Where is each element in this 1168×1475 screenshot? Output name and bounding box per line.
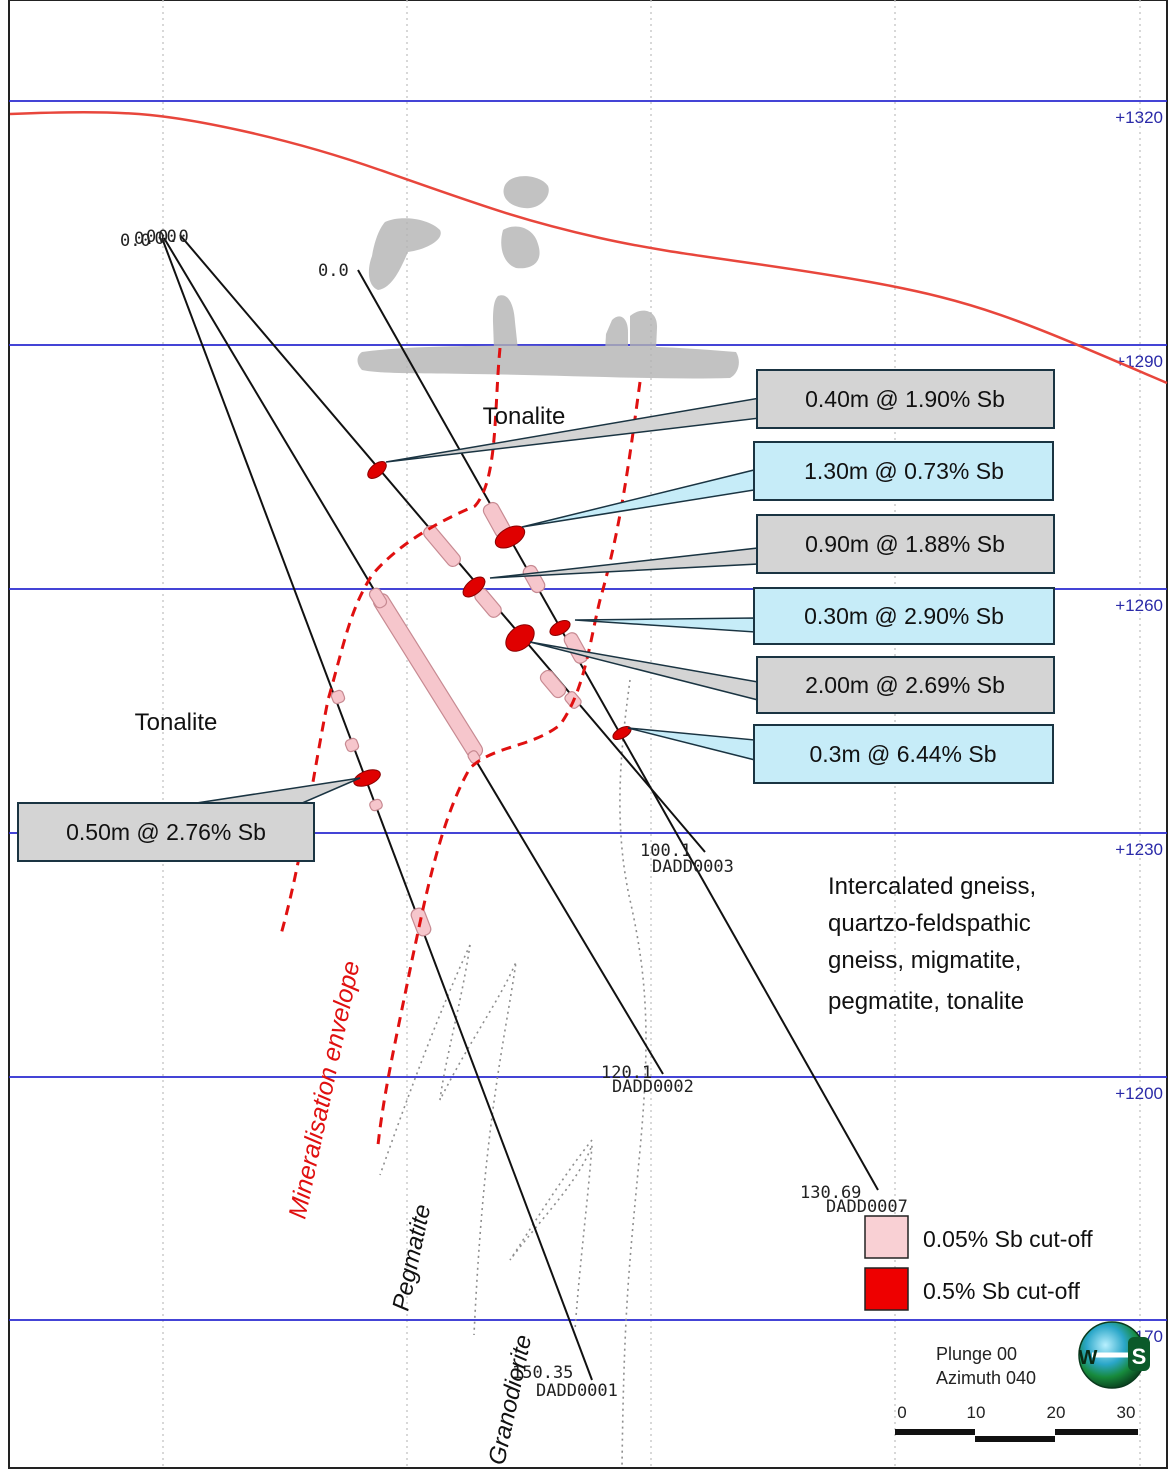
collar-cluster-label: 0.0: [134, 229, 165, 249]
region-label-tonalite-upper: Tonalite: [483, 403, 566, 430]
svg-text:0: 0: [897, 1403, 906, 1422]
callout-box: 2.00m @ 2.69% Sb: [756, 656, 1055, 714]
intercept-label: 0.50m @ 2.76% Sb: [66, 819, 266, 845]
elevation-label: +1230: [1115, 840, 1163, 859]
legend-swatch-high-grade: [864, 1267, 909, 1311]
hole-depth-label: 130.69: [800, 1183, 861, 1203]
hole-depth-label: 120.1: [601, 1063, 652, 1083]
hole-id-label: DADD0002: [612, 1077, 694, 1097]
compass-right-letter: S: [1132, 1344, 1147, 1369]
svg-text:30: 30: [1117, 1403, 1136, 1422]
svg-text:20: 20: [1047, 1403, 1066, 1422]
plunge-label: Plunge 00: [936, 1344, 1017, 1364]
hole-id-label: DADD0001: [536, 1381, 618, 1401]
callout-leaders: [189, 397, 761, 805]
legend-label: 0.05% Sb cut-off: [923, 1226, 1093, 1252]
elevation-label: +1320: [1115, 108, 1163, 127]
collar-cluster-label: 0.0: [120, 231, 151, 251]
svg-text:gneiss, migmatite,: gneiss, migmatite,: [828, 947, 1021, 974]
region-label-tonalite-left: Tonalite: [135, 709, 218, 736]
svg-text:Intercalated gneiss,: Intercalated gneiss,: [828, 873, 1036, 900]
elevation-label: +1260: [1115, 596, 1163, 615]
elevation-label: +1290: [1115, 352, 1163, 371]
hole-id-label: DADD0003: [652, 857, 734, 877]
callout-box: 0.3m @ 6.44% Sb: [753, 724, 1054, 784]
hole-depth-label: 150.35: [512, 1363, 573, 1383]
callout-box: 0.50m @ 2.76% Sb: [17, 802, 315, 862]
collar-cluster-label: 0.0: [146, 227, 177, 247]
intercept-label: 0.90m @ 1.88% Sb: [805, 531, 1005, 557]
callout-box: 0.30m @ 2.90% Sb: [753, 587, 1055, 645]
high-grade-intervals: [353, 461, 632, 787]
geology-contacts: [379, 679, 647, 1469]
legend-label: 0.5% Sb cut-off: [923, 1278, 1080, 1304]
collar-label-dadd0007: 0.0: [318, 261, 349, 281]
compass-globe-icon: S W: [1078, 1321, 1150, 1389]
svg-text:pegmatite, tonalite: pegmatite, tonalite: [828, 988, 1024, 1015]
callout-box: 0.90m @ 1.88% Sb: [756, 514, 1055, 574]
intercept-label: 0.30m @ 2.90% Sb: [804, 603, 1004, 629]
scale-bar: 0 10 20 30: [895, 1403, 1138, 1442]
intercept-label: 2.00m @ 2.69% Sb: [805, 672, 1005, 698]
hole-depth-label: 100.1: [640, 841, 691, 861]
callout-box: 1.30m @ 0.73% Sb: [753, 441, 1054, 501]
azimuth-label: Azimuth 040: [936, 1368, 1036, 1388]
legend: 0.05% Sb cut-off 0.5% Sb cut-off: [864, 1215, 1093, 1311]
collar-cluster-label: 0.0: [158, 227, 189, 247]
hole-id-label: DADD0007: [826, 1197, 908, 1217]
mineralisation-envelope: [278, 347, 642, 1146]
topography-line: [9, 111, 1168, 385]
compass-left-letter: W: [1079, 1347, 1098, 1369]
region-label-intercalated: Intercalated gneiss, quartzo-feldspathic…: [828, 873, 1036, 1015]
svg-text:quartzo-feldspathic: quartzo-feldspathic: [828, 910, 1031, 937]
elevation-label: +1200: [1115, 1084, 1163, 1103]
svg-text:10: 10: [967, 1403, 986, 1422]
legend-swatch-low-grade: [864, 1215, 909, 1259]
intercept-label: 0.3m @ 6.44% Sb: [810, 741, 997, 767]
callout-box: 0.40m @ 1.90% Sb: [756, 369, 1055, 429]
underground-workings: [357, 176, 739, 379]
intercept-label: 1.30m @ 0.73% Sb: [804, 458, 1004, 484]
intercept-label: 0.40m @ 1.90% Sb: [805, 386, 1005, 412]
